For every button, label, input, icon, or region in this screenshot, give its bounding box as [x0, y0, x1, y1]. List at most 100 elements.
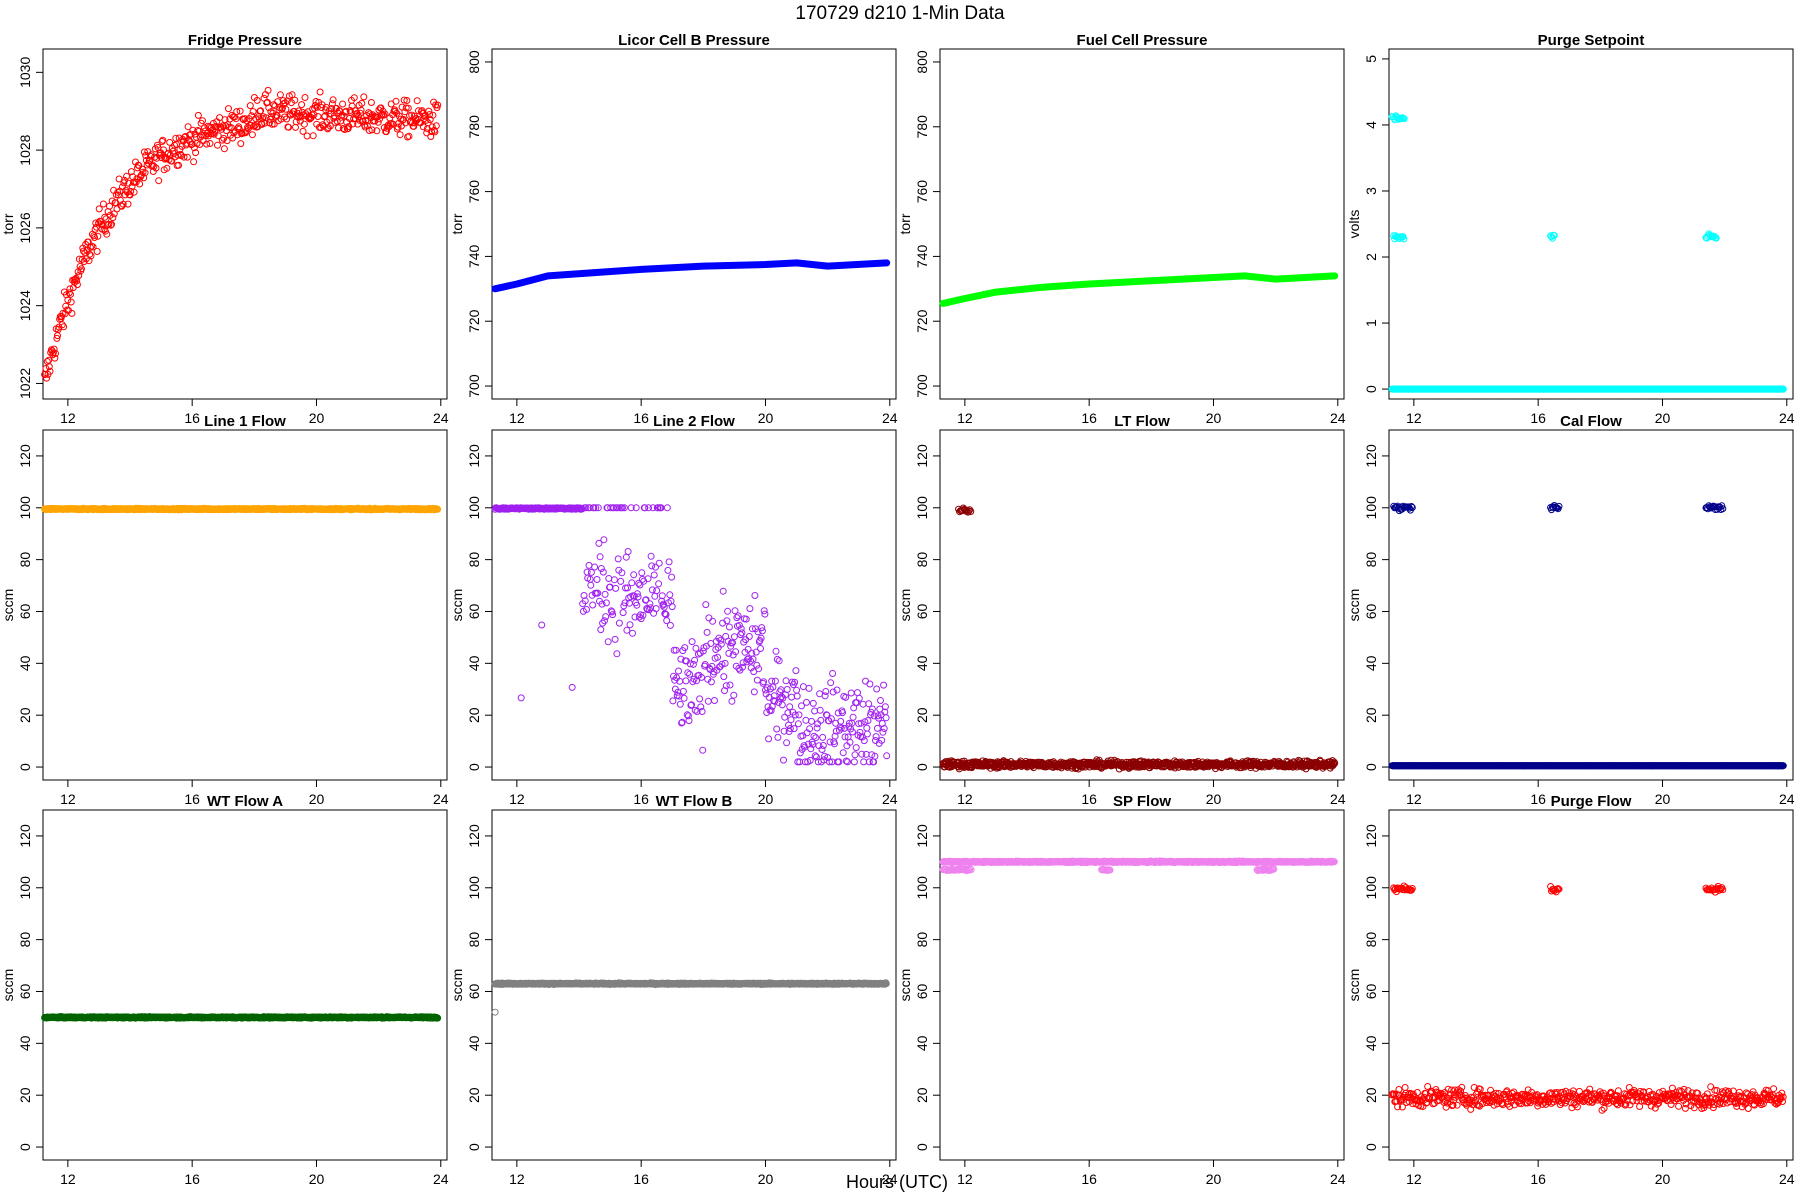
data-point [356, 109, 364, 117]
data-point [292, 123, 299, 131]
data-point [127, 187, 135, 195]
data-point [796, 749, 804, 757]
data-point [168, 157, 176, 165]
y-tick-label: 1030 [17, 57, 33, 88]
data-point [204, 122, 212, 130]
data-point [45, 363, 53, 371]
data-point [862, 750, 870, 758]
x-tick-label: 12 [957, 791, 973, 807]
data-point [64, 296, 72, 304]
y-axis-label: sccm [897, 589, 913, 622]
data-point [78, 265, 85, 273]
y-tick-label: 800 [466, 50, 482, 74]
x-tick-label: 20 [1655, 791, 1671, 807]
data-point [45, 356, 53, 364]
data-point [599, 568, 607, 576]
x-tick-label: 12 [509, 791, 525, 807]
y-tick-label: 100 [1363, 496, 1379, 520]
data-point [183, 139, 191, 147]
data-point [808, 717, 815, 725]
data-point [810, 732, 818, 740]
data-point [803, 698, 810, 706]
data-point [600, 536, 608, 544]
data-point [400, 116, 407, 123]
data-point [863, 724, 871, 732]
panel-title: Purge Setpoint [1538, 32, 1645, 49]
data-point [842, 693, 850, 701]
data-point [757, 645, 764, 652]
data-point [46, 367, 54, 375]
data-point [127, 168, 135, 176]
y-tick-label: 60 [1363, 603, 1379, 619]
x-tick-label: 20 [758, 791, 774, 807]
data-point [849, 713, 857, 721]
data-series [1388, 502, 1787, 770]
x-tick-label: 20 [309, 410, 325, 426]
x-tick-label: 16 [1530, 791, 1546, 807]
x-tick-label: 20 [1206, 410, 1222, 426]
data-point [180, 153, 188, 161]
data-point [773, 725, 781, 733]
data-point [246, 102, 254, 110]
data-point [394, 123, 402, 131]
y-tick-label: 1026 [17, 212, 33, 243]
data-point [650, 571, 658, 579]
data-point [652, 605, 660, 613]
data-point [130, 188, 138, 196]
y-tick-label: 700 [914, 374, 930, 398]
data-point [136, 180, 144, 188]
x-tick-label: 24 [1779, 410, 1795, 426]
data-point [264, 86, 272, 94]
data-point [585, 561, 593, 569]
panel-title: Fridge Pressure [188, 32, 302, 49]
data-point [866, 680, 874, 688]
data-point [668, 603, 676, 611]
y-tick-label: 0 [1363, 385, 1379, 393]
plot-frame [939, 48, 1345, 400]
data-point [214, 141, 221, 149]
data-point [107, 221, 115, 229]
data-point [273, 112, 281, 120]
data-point [317, 104, 325, 111]
data-point [680, 694, 688, 702]
data-point [303, 132, 311, 140]
data-point [665, 558, 673, 566]
x-tick-label: 24 [433, 791, 449, 807]
data-point [65, 289, 73, 297]
data-point [301, 94, 309, 101]
data-point [726, 681, 734, 689]
data-point [248, 131, 256, 139]
data-point [155, 177, 163, 185]
data-point [765, 735, 773, 743]
data-point [218, 125, 226, 133]
data-point [150, 162, 158, 170]
y-axis-label: sccm [1346, 589, 1362, 622]
data-point [396, 131, 404, 139]
x-tick-label: 24 [1330, 410, 1346, 426]
data-point [629, 629, 636, 637]
data-point [108, 220, 116, 228]
x-tick-label: 24 [1330, 791, 1346, 807]
data-point [663, 504, 671, 512]
data-point [753, 661, 761, 669]
data-point [326, 122, 334, 130]
y-tick-label: 700 [466, 374, 482, 398]
data-point [705, 614, 713, 622]
data-point [795, 711, 803, 719]
data-point [132, 178, 140, 186]
data-point [175, 161, 183, 169]
x-tick-label: 20 [758, 410, 774, 426]
data-point [291, 96, 299, 104]
data-point [67, 298, 75, 306]
data-point [589, 601, 597, 609]
data-point [367, 99, 375, 106]
data-point [704, 697, 712, 705]
data-point [612, 584, 620, 592]
panel-title: LT Flow [1114, 413, 1170, 430]
data-point [140, 148, 148, 156]
data-point [253, 96, 261, 104]
data-series [41, 86, 442, 382]
y-tick-label: 3 [1363, 187, 1379, 195]
data-point [102, 215, 110, 223]
